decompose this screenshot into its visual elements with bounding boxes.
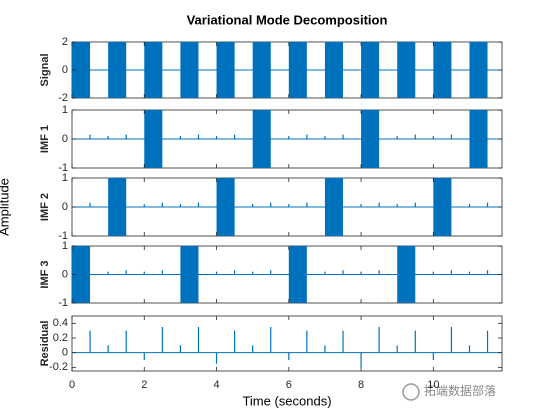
burst [216, 178, 235, 236]
x-axis-label: Time (seconds) [242, 393, 331, 408]
plot-area [72, 42, 502, 98]
x-tick-label: 4 [213, 379, 219, 391]
panel-label: Signal [39, 53, 51, 86]
burst [72, 246, 91, 303]
burst [180, 42, 199, 98]
y-tick-label: 1 [62, 240, 68, 252]
y-tick-label: 2 [62, 36, 68, 48]
burst [469, 42, 488, 98]
panel: -1 0 1 IMF 2 [39, 172, 503, 242]
burst [108, 178, 127, 236]
burst [361, 42, 380, 98]
burst [288, 42, 307, 98]
panel: -1 0 1 IMF 1 [39, 104, 503, 174]
y-tick-label: -1 [58, 162, 68, 174]
burst [252, 42, 271, 98]
y-tick-label: 0 [62, 201, 68, 213]
watermark-icon [402, 383, 420, 401]
chart-title: Variational Mode Decomposition [187, 12, 388, 27]
burst [433, 178, 452, 236]
y-tick-label: -1 [58, 297, 68, 309]
panel-label: IMF 3 [39, 260, 51, 288]
burst [252, 110, 271, 168]
x-tick-label: 6 [286, 379, 292, 391]
plot-area [72, 110, 502, 168]
burst [72, 42, 91, 98]
y-tick-label: 0 [62, 133, 68, 145]
panel-label: IMF 1 [39, 125, 51, 153]
burst [469, 110, 488, 168]
panel-label: IMF 2 [39, 193, 51, 221]
plot-area [72, 327, 502, 368]
y-tick-label: 0.4 [53, 317, 68, 329]
axes-box [71, 315, 503, 372]
y-tick-label: -0.2 [49, 361, 68, 373]
watermark-text: 拓端数据部落 [424, 383, 496, 398]
burst [144, 42, 163, 98]
y-tick-label: -2 [58, 92, 68, 104]
burst [108, 42, 127, 98]
burst [397, 246, 416, 303]
x-tick-label: 10 [427, 379, 439, 391]
plot-area [72, 178, 502, 236]
y-tick-label: 0.2 [53, 332, 68, 344]
burst [324, 178, 344, 236]
y-tick-label: 0 [62, 64, 68, 76]
x-tick-label: 0 [69, 379, 75, 391]
burst [288, 246, 307, 303]
panel: -1 0 1 IMF 3 [39, 240, 503, 309]
plot-area [72, 246, 502, 303]
x-tick-label: 8 [358, 379, 364, 391]
y-tick-label: 1 [62, 172, 68, 184]
y-tick-label: 0 [62, 347, 68, 359]
y-axis-label: Amplitude [0, 178, 11, 236]
y-tick-label: 0 [62, 268, 68, 280]
panel: -2 0 2 Signal [39, 36, 503, 104]
burst [216, 42, 235, 98]
watermark: 拓端数据部落 [402, 383, 496, 401]
panel-label: Residual [39, 321, 51, 367]
x-tick-label: 2 [141, 379, 147, 391]
burst [144, 110, 163, 168]
burst [433, 42, 452, 98]
burst [397, 42, 416, 98]
burst [180, 246, 199, 303]
y-tick-label: 1 [62, 104, 68, 116]
y-tick-label: -1 [58, 230, 68, 242]
burst [324, 42, 344, 98]
burst [361, 110, 380, 168]
